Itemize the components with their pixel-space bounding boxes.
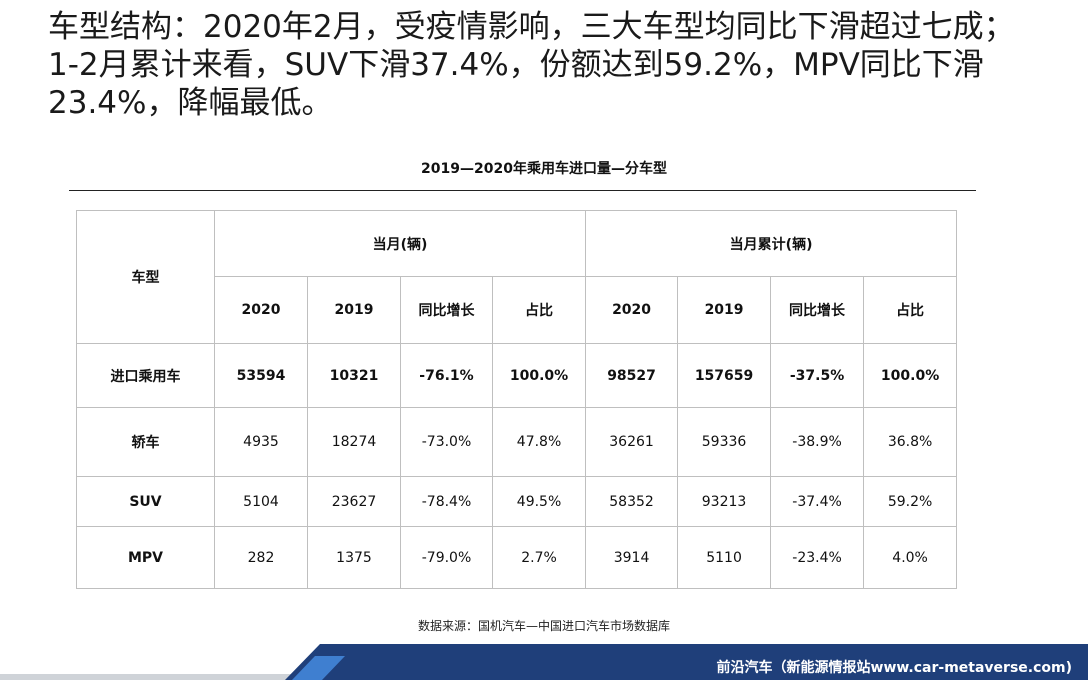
- table-cell: -79.0%: [400, 526, 493, 589]
- table-cell: 5110: [677, 526, 772, 589]
- table-cell: 59.2%: [863, 476, 958, 527]
- data-source-note: 数据来源：国机汽车—中国进口汽车市场数据库: [417, 619, 670, 633]
- row-label: 轿车: [76, 407, 215, 477]
- footer-blue-accent: [292, 656, 345, 680]
- table-cell: 98527: [585, 343, 679, 408]
- table-cell: 3914: [585, 526, 679, 589]
- header-sub-cell: 2019: [307, 276, 401, 344]
- table-title: 2019—2020年乘用车进口量—分车型: [421, 161, 667, 177]
- headline: 车型结构：2020年2月，受疫情影响，三大车型均同比下滑超过七成； 1-2月累计…: [48, 8, 1068, 122]
- table-cell: 47.8%: [491, 407, 587, 477]
- table-cell: 157659: [677, 343, 772, 408]
- header-sub-cell: 2020: [585, 276, 679, 344]
- header-month-group: 当月(辆): [213, 210, 587, 277]
- table-cell: 2.7%: [491, 526, 587, 589]
- header-cumulative-group: 当月累计(辆): [585, 210, 958, 277]
- table-row: 进口乘用车 53594 10321 -76.1% 100.0% 98527 15…: [76, 343, 958, 408]
- table-cell: -37.5%: [770, 343, 865, 408]
- table-cell: -23.4%: [770, 526, 865, 589]
- table-cell: 59336: [677, 407, 772, 477]
- table-cell: -76.1%: [400, 343, 493, 408]
- row-label: 进口乘用车: [76, 343, 215, 408]
- table-cell: 58352: [585, 476, 679, 527]
- table-cell: 1375: [307, 526, 401, 589]
- import-volume-table: 车型 当月(辆) 当月累计(辆) 2020 2019 同比增长 占比 2020 …: [76, 210, 958, 589]
- table-cell: 53594: [214, 343, 308, 408]
- header-sub-cell: 同比增长: [770, 276, 865, 344]
- footer-grey-strip: [0, 674, 300, 680]
- table-cell: 93213: [677, 476, 772, 527]
- table-cell: 100.0%: [491, 343, 587, 408]
- headline-line-1: 车型结构：2020年2月，受疫情影响，三大车型均同比下滑超过七成；: [48, 9, 1015, 45]
- table-cell: 23627: [307, 476, 401, 527]
- table-cell: -37.4%: [770, 476, 865, 527]
- header-row-group: 车型 当月(辆) 当月累计(辆): [76, 210, 958, 344]
- headline-line-2: 1-2月累计来看，SUV下滑37.4%，份额达到59.2%，MPV同比下滑: [48, 47, 984, 83]
- header-type: 车型: [76, 210, 215, 344]
- header-sub-cell: 2020: [214, 276, 308, 344]
- table-cell: 36.8%: [863, 407, 958, 477]
- table-cell: -38.9%: [770, 407, 865, 477]
- row-label: MPV: [76, 526, 215, 589]
- footer-navy-band: [285, 644, 1088, 680]
- header-row-sub: 2020 2019 同比增长 占比 2020 2019 同比增长 占比: [77, 276, 958, 344]
- table-row: 轿车 4935 18274 -73.0% 47.8% 36261 59336 -…: [76, 407, 958, 477]
- table-cell: 18274: [307, 407, 401, 477]
- header-sub-cell: 占比: [491, 276, 587, 344]
- title-divider: [69, 190, 976, 191]
- table-cell: 5104: [214, 476, 308, 527]
- table-row: MPV 282 1375 -79.0% 2.7% 3914 5110 -23.4…: [76, 526, 958, 589]
- header-sub-cell: 占比: [863, 276, 958, 344]
- table-row: SUV 5104 23627 -78.4% 49.5% 58352 93213 …: [76, 476, 958, 527]
- footer-band: 前沿汽车（新能源情报站www.car-metaverse.com): [0, 644, 1088, 680]
- footer-decoration: [0, 644, 1088, 680]
- headline-line-3: 23.4%，降幅最低。: [48, 85, 333, 121]
- footer-brand-text: 前沿汽车（新能源情报站www.car-metaverse.com): [716, 660, 1072, 676]
- table-cell: 4935: [214, 407, 308, 477]
- row-label: SUV: [76, 476, 215, 527]
- table-cell: -73.0%: [400, 407, 493, 477]
- table-cell: 100.0%: [863, 343, 958, 408]
- table-cell: 4.0%: [863, 526, 958, 589]
- table-cell: -78.4%: [400, 476, 493, 527]
- table-cell: 282: [214, 526, 308, 589]
- table-cell: 10321: [307, 343, 401, 408]
- header-sub-cell: 2019: [677, 276, 772, 344]
- table-cell: 36261: [585, 407, 679, 477]
- table-cell: 49.5%: [491, 476, 587, 527]
- header-sub-cell: 同比增长: [400, 276, 493, 344]
